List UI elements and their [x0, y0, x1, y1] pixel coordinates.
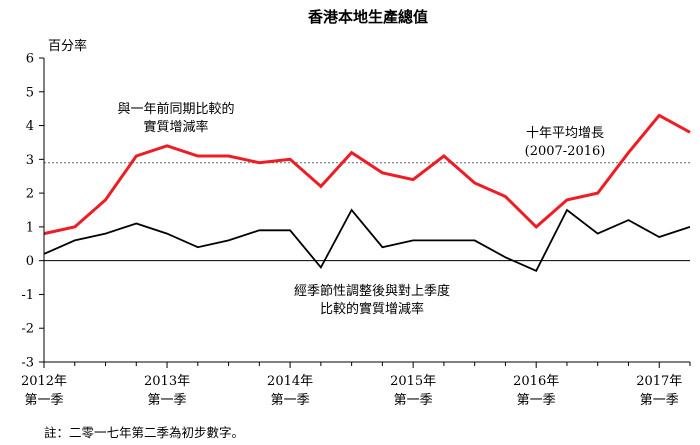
x-tick-label-year: 2017年	[636, 374, 682, 389]
series-yoy-label-2: 實質增減率	[143, 119, 208, 135]
y-tick-label: 4	[26, 119, 34, 134]
chart-title: 香港本地生產總值	[308, 8, 428, 26]
y-tick-label: -2	[21, 322, 34, 337]
y-axis: -3 -2 -1 0 1 2 3 4 5 6	[21, 52, 44, 371]
x-tick-label-year: 2013年	[144, 374, 190, 389]
series-line-qoq	[43, 208, 691, 272]
x-tick-label-year: 2012年	[21, 374, 67, 389]
y-tick-label: 6	[26, 52, 34, 67]
x-tick-label-year: 2016年	[513, 374, 559, 389]
axes	[43, 58, 690, 363]
x-tick-label-quarter: 第一季	[394, 393, 433, 408]
footnote: 註：二零一七年第二季為初步數字。	[44, 425, 244, 440]
reference-line-label-2: (2007-2016)	[525, 144, 606, 159]
x-tick-label-quarter: 第一季	[148, 393, 187, 408]
y-axis-label: 百分率	[48, 38, 87, 54]
x-tick-label-quarter: 第一季	[24, 393, 63, 408]
y-tick-label: 2	[26, 187, 34, 202]
y-tick-label: 3	[26, 153, 34, 168]
x-tick-label-year: 2015年	[390, 374, 436, 389]
y-tick-label: 5	[26, 85, 34, 100]
x-tick-label-quarter: 第一季	[640, 393, 679, 408]
series-qoq-label-2: 比較的實質增減率	[320, 301, 424, 317]
y-tick-label: -3	[21, 356, 34, 371]
y-tick-label: 0	[26, 254, 34, 269]
y-tick-label: -1	[21, 288, 34, 303]
series-yoy-label-1: 與一年前同期比較的	[117, 101, 234, 117]
reference-line-label-1: 十年平均增長	[526, 126, 604, 141]
y-tick-label: 1	[26, 220, 34, 235]
series-line-yoy	[43, 113, 691, 236]
x-tick-label-quarter: 第一季	[271, 393, 310, 408]
x-tick-label-quarter: 第一季	[517, 393, 556, 408]
x-tick-label-year: 2014年	[267, 374, 313, 389]
series-qoq-label-1: 經季節性調整後與對上季度	[294, 283, 450, 299]
